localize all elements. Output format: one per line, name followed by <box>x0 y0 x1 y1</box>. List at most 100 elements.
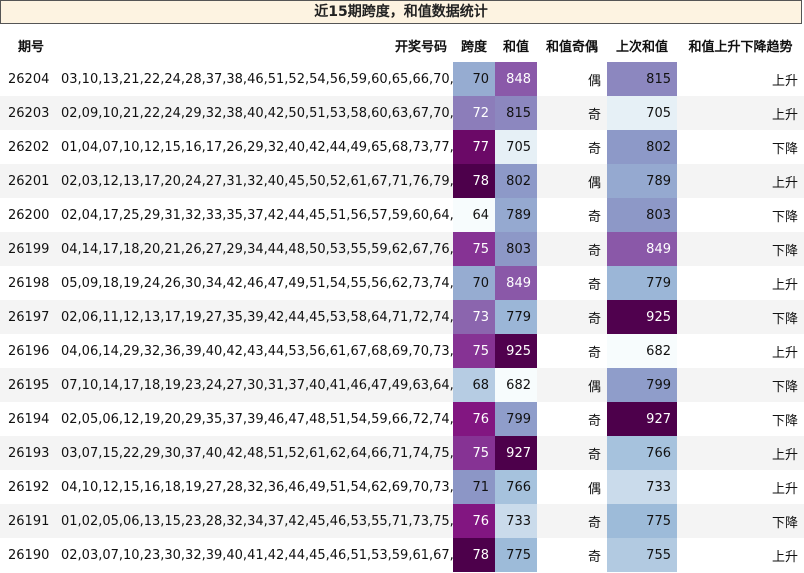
table-row: 26198 05,09,18,19,24,26,30,34,42,46,47,49… <box>0 266 804 300</box>
table-row: 26194 02,05,06,12,19,20,29,35,37,39,46,47… <box>0 402 804 436</box>
table-row: 26196 04,06,14,29,32,36,39,40,42,43,44,53… <box>0 334 804 368</box>
stats-table: 期号 开奖号码 跨度 和值 和值奇偶 上次和值 和值上升下降趋势 26204 03… <box>0 28 804 572</box>
table-body: 26204 03,10,13,21,22,24,28,37,38,46,51,52… <box>0 62 804 572</box>
cell-prev-sum: 775 <box>607 504 677 538</box>
cell-prev-sum: 766 <box>607 436 677 470</box>
cell-prev-sum: 849 <box>607 232 677 266</box>
cell-prev-sum: 927 <box>607 402 677 436</box>
header-numbers: 开奖号码 <box>394 39 447 55</box>
cell-sum: 766 <box>495 470 537 504</box>
cell-span: 68 <box>453 368 495 402</box>
cell-sum: 799 <box>495 402 537 436</box>
cell-numbers: 02,03,12,13,17,20,24,27,31,32,40,45,50,5… <box>55 164 453 198</box>
cell-trend: 上升 <box>677 62 804 96</box>
cell-parity: 奇 <box>537 266 607 300</box>
cell-issue: 26198 <box>0 266 55 300</box>
cell-trend: 下降 <box>677 130 804 164</box>
cell-span: 75 <box>453 436 495 470</box>
cell-prev-sum: 925 <box>607 300 677 334</box>
cell-issue: 26199 <box>0 232 55 266</box>
cell-prev-sum: 682 <box>607 334 677 368</box>
cell-issue: 26200 <box>0 198 55 232</box>
cell-issue: 26193 <box>0 436 55 470</box>
cell-parity: 奇 <box>537 198 607 232</box>
table-row: 26199 04,14,17,18,20,21,26,27,29,34,44,48… <box>0 232 804 266</box>
cell-span: 77 <box>453 130 495 164</box>
cell-issue: 26190 <box>0 538 55 572</box>
cell-span: 64 <box>453 198 495 232</box>
cell-trend: 下降 <box>677 300 804 334</box>
cell-span: 72 <box>453 96 495 130</box>
cell-prev-sum: 733 <box>607 470 677 504</box>
cell-parity: 奇 <box>537 504 607 538</box>
cell-trend: 上升 <box>677 266 804 300</box>
cell-parity: 偶 <box>537 470 607 504</box>
cell-span: 70 <box>453 266 495 300</box>
cell-numbers: 02,09,10,21,22,24,29,32,38,40,42,50,51,5… <box>55 96 453 130</box>
cell-span: 76 <box>453 402 495 436</box>
cell-trend: 下降 <box>677 232 804 266</box>
table-row: 26190 02,03,07,10,23,30,32,39,40,41,42,44… <box>0 538 804 572</box>
cell-issue: 26192 <box>0 470 55 504</box>
header-issue: 期号 <box>18 39 45 55</box>
header-parity: 和值奇偶 <box>545 39 598 55</box>
cell-prev-sum: 705 <box>607 96 677 130</box>
cell-issue: 26201 <box>0 164 55 198</box>
cell-sum: 925 <box>495 334 537 368</box>
table-row: 26191 01,02,05,06,13,15,23,28,32,34,37,42… <box>0 504 804 538</box>
cell-sum: 802 <box>495 164 537 198</box>
cell-parity: 奇 <box>537 402 607 436</box>
cell-issue: 26196 <box>0 334 55 368</box>
cell-sum: 848 <box>495 62 537 96</box>
cell-numbers: 02,05,06,12,19,20,29,35,37,39,46,47,48,5… <box>55 402 453 436</box>
cell-trend: 上升 <box>677 470 804 504</box>
cell-parity: 奇 <box>537 334 607 368</box>
cell-trend: 上升 <box>677 436 804 470</box>
cell-sum: 789 <box>495 198 537 232</box>
header-sum: 和值 <box>502 39 529 55</box>
cell-parity: 奇 <box>537 436 607 470</box>
cell-trend: 下降 <box>677 504 804 538</box>
cell-numbers: 01,02,05,06,13,15,23,28,32,34,37,42,45,4… <box>55 504 453 538</box>
cell-parity: 奇 <box>537 300 607 334</box>
cell-parity: 偶 <box>537 368 607 402</box>
cell-numbers: 02,06,11,12,13,17,19,27,35,39,42,44,45,5… <box>55 300 453 334</box>
cell-span: 73 <box>453 300 495 334</box>
cell-parity: 奇 <box>537 96 607 130</box>
cell-span: 78 <box>453 164 495 198</box>
cell-sum: 803 <box>495 232 537 266</box>
cell-issue: 26194 <box>0 402 55 436</box>
table-row: 26200 02,04,17,25,29,31,32,33,35,37,42,44… <box>0 198 804 232</box>
cell-issue: 26195 <box>0 368 55 402</box>
cell-span: 75 <box>453 334 495 368</box>
cell-numbers: 05,09,18,19,24,26,30,34,42,46,47,49,51,5… <box>55 266 453 300</box>
cell-issue: 26202 <box>0 130 55 164</box>
cell-trend: 上升 <box>677 334 804 368</box>
table-row: 26203 02,09,10,21,22,24,29,32,38,40,42,50… <box>0 96 804 130</box>
cell-trend: 上升 <box>677 164 804 198</box>
cell-trend: 上升 <box>677 538 804 572</box>
cell-numbers: 01,04,07,10,12,15,16,17,26,29,32,40,42,4… <box>55 130 453 164</box>
cell-numbers: 07,10,14,17,18,19,23,24,27,30,31,37,40,4… <box>55 368 453 402</box>
cell-numbers: 02,04,17,25,29,31,32,33,35,37,42,44,45,5… <box>55 198 453 232</box>
cell-sum: 775 <box>495 538 537 572</box>
cell-trend: 下降 <box>677 402 804 436</box>
cell-prev-sum: 815 <box>607 62 677 96</box>
cell-numbers: 04,06,14,29,32,36,39,40,42,43,44,53,56,6… <box>55 334 453 368</box>
cell-trend: 下降 <box>677 368 804 402</box>
cell-numbers: 03,10,13,21,22,24,28,37,38,46,51,52,54,5… <box>55 62 453 96</box>
table-row: 26193 03,07,15,22,29,30,37,40,42,48,51,52… <box>0 436 804 470</box>
cell-parity: 奇 <box>537 232 607 266</box>
cell-numbers: 02,03,07,10,23,30,32,39,40,41,42,44,45,4… <box>55 538 453 572</box>
cell-issue: 26204 <box>0 62 55 96</box>
cell-trend: 上升 <box>677 96 804 130</box>
cell-issue: 26203 <box>0 96 55 130</box>
cell-span: 75 <box>453 232 495 266</box>
table-row: 26195 07,10,14,17,18,19,23,24,27,30,31,37… <box>0 368 804 402</box>
cell-sum: 733 <box>495 504 537 538</box>
cell-parity: 奇 <box>537 130 607 164</box>
header-prev-sum: 上次和值 <box>615 39 668 55</box>
cell-numbers: 04,10,12,15,16,18,19,27,28,32,36,46,49,5… <box>55 470 453 504</box>
cell-sum: 815 <box>495 96 537 130</box>
